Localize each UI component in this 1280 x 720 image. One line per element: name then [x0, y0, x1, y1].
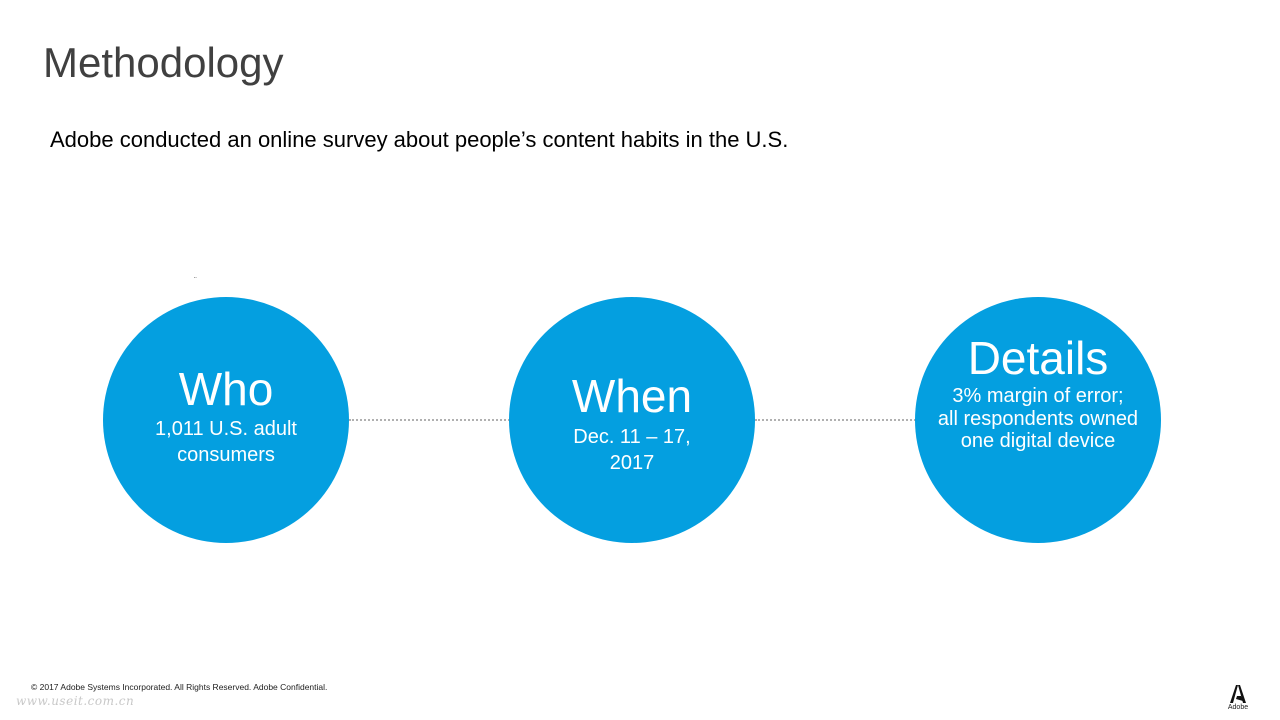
adobe-logo-text: Adobe [1227, 704, 1249, 711]
who-body: 1,011 U.S. adult consumers [155, 418, 297, 466]
details-heading: Details [967, 332, 1109, 384]
details-body-line1: 3% margin of error; [952, 385, 1124, 407]
watermark-text: www.useit.com.cn [16, 694, 135, 708]
copyright-footer: © 2017 Adobe Systems Incorporated. All R… [31, 682, 328, 692]
when-heading: When [571, 370, 693, 422]
slide-subtitle: Adobe conducted an online survey about p… [50, 127, 789, 152]
when-circle: When Dec. 11 – 17, 2017 [509, 297, 755, 543]
page-title: Methodology [43, 39, 284, 86]
when-body: Dec. 11 – 17, 2017 [573, 426, 691, 474]
details-circle: Details 3% margin of error; all responde… [915, 297, 1161, 543]
connector-who-when [349, 419, 510, 421]
details-body: 3% margin of error; all respondents owne… [931, 384, 1145, 452]
adobe-logo: Adobe [1227, 684, 1249, 716]
details-body-line2: all respondents owned one digital device [937, 408, 1139, 452]
who-heading: Who [178, 363, 274, 415]
adobe-logo-icon [1228, 684, 1248, 704]
connector-when-details [755, 419, 916, 421]
who-circle: Who 1,011 U.S. adult consumers [103, 297, 349, 543]
stray-mark: ¨ [194, 276, 197, 285]
